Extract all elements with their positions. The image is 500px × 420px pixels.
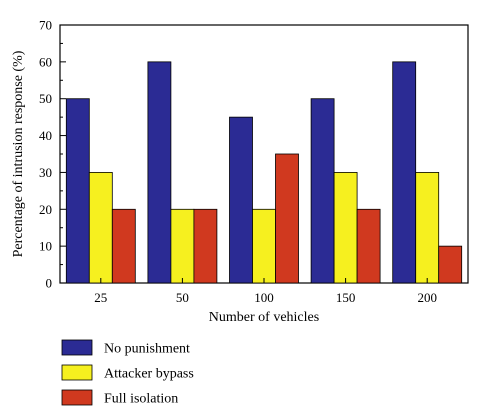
legend-label: No punishment [104,342,190,357]
y-tick-label: 50 [39,91,52,106]
x-tick-label: 25 [94,290,107,305]
legend-label: Attacker bypass [104,367,194,382]
bar-attacker-bypass-25 [88,172,113,284]
bar-no-punishment-100 [229,116,253,284]
bar-full-isolation-50 [193,208,218,284]
y-tick-label: 10 [39,239,52,254]
bar-attacker-bypass-200 [415,172,440,284]
x-axis-title: Number of vehicles [209,310,319,325]
x-tick-label: 200 [417,290,437,305]
y-tick-label: 20 [39,202,52,217]
y-tick-label: 30 [39,165,52,180]
y-tick-label: 60 [39,54,52,69]
bar-no-punishment-50 [147,61,172,284]
x-tick-label: 50 [176,290,189,305]
bar-no-punishment-150 [310,98,335,284]
y-tick-label: 40 [39,128,52,143]
x-tick-label: 150 [336,290,356,305]
bar-attacker-bypass-100 [252,208,276,284]
y-axis-title: Percentage of intrusion response (%) [11,50,26,257]
bars-group [65,61,463,284]
bar-no-punishment-25 [65,98,90,284]
x-tick-label: 100 [254,290,274,305]
bar-attacker-bypass-50 [170,208,195,284]
legend-swatch-full-isolation [61,389,93,406]
axes-group: 25 50 100 150 200 0 10 20 30 40 50 60 70 [39,18,437,306]
bar-attacker-bypass-150 [333,172,358,284]
bar-full-isolation-150 [356,208,381,284]
legend-label: Full isolation [104,392,178,407]
bar-full-isolation-200 [438,245,463,284]
bar-full-isolation-100 [275,153,299,284]
legend-swatch-attacker-bypass [61,364,93,381]
y-tick-label: 70 [39,18,52,33]
legend-swatch-no-punishment [61,339,93,356]
y-tick-label: 0 [46,276,53,291]
legend: No punishment Attacker bypass Full isolati… [61,339,194,407]
bar-full-isolation-25 [111,208,136,284]
bar-no-punishment-200 [392,61,417,284]
